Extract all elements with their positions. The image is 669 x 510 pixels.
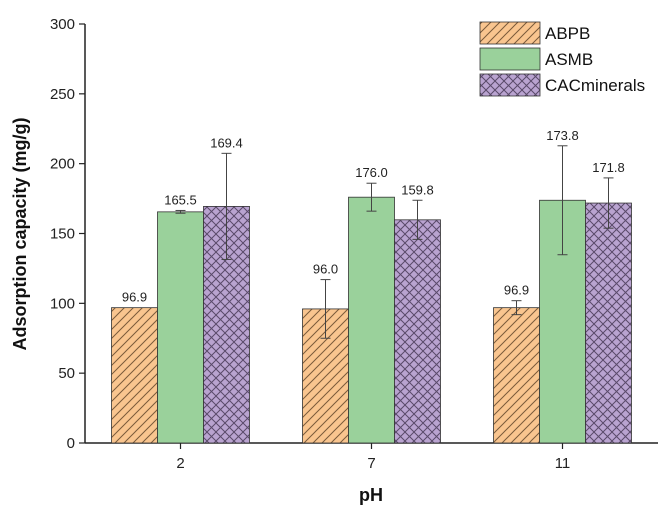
legend-swatch-cacminerals — [479, 73, 541, 97]
x-tick-label: 7 — [367, 455, 375, 472]
y-tick-label: 50 — [58, 365, 75, 382]
data-label: 96.9 — [122, 290, 147, 305]
y-axis-title: Adsorption capacity (mg/g) — [10, 117, 30, 350]
legend-label: ABPB — [545, 24, 590, 43]
x-tick-label: 2 — [176, 455, 184, 472]
data-label: 169.4 — [210, 135, 243, 150]
data-label: 165.5 — [164, 192, 197, 207]
bar-asmb-7 — [348, 196, 395, 444]
y-tick-label: 0 — [67, 435, 75, 452]
data-label: 96.0 — [313, 262, 338, 277]
data-label: 173.8 — [546, 128, 579, 143]
bar-abpb-2 — [111, 307, 158, 444]
x-tick-label: 11 — [555, 455, 571, 472]
legend-label: CACminerals — [545, 76, 645, 95]
x-axis-ticks: 2 7 11 — [176, 443, 570, 472]
bar-cacminerals-7 — [394, 219, 441, 444]
y-tick-label: 250 — [50, 86, 75, 103]
y-axis-ticks: 0 50 100 150 200 250 300 — [50, 16, 85, 452]
legend-swatch-asmb — [479, 47, 541, 71]
bar-cacminerals-11 — [585, 202, 632, 444]
bar-asmb-2 — [157, 211, 204, 444]
legend-swatch-abpb — [479, 21, 541, 45]
data-label: 171.8 — [592, 160, 625, 175]
y-tick-label: 200 — [50, 156, 75, 173]
legend-label: ASMB — [545, 50, 593, 69]
bar-abpb-11 — [493, 307, 540, 444]
error-bars-group — [175, 145, 614, 339]
y-tick-label: 100 — [50, 295, 75, 312]
legend: ABPB ASMB CACminerals — [479, 21, 645, 97]
data-label: 176.0 — [355, 165, 388, 180]
y-tick-label: 150 — [50, 226, 75, 243]
data-label: 159.8 — [401, 182, 434, 197]
data-label: 96.9 — [504, 283, 529, 298]
y-tick-label: 300 — [50, 16, 75, 33]
x-axis-title: pH — [359, 485, 383, 505]
bars-group — [111, 196, 632, 444]
data-labels-group: 96.9 165.5 169.4 96.0 176.0 159.8 96.9 173.8 171… — [122, 128, 625, 305]
